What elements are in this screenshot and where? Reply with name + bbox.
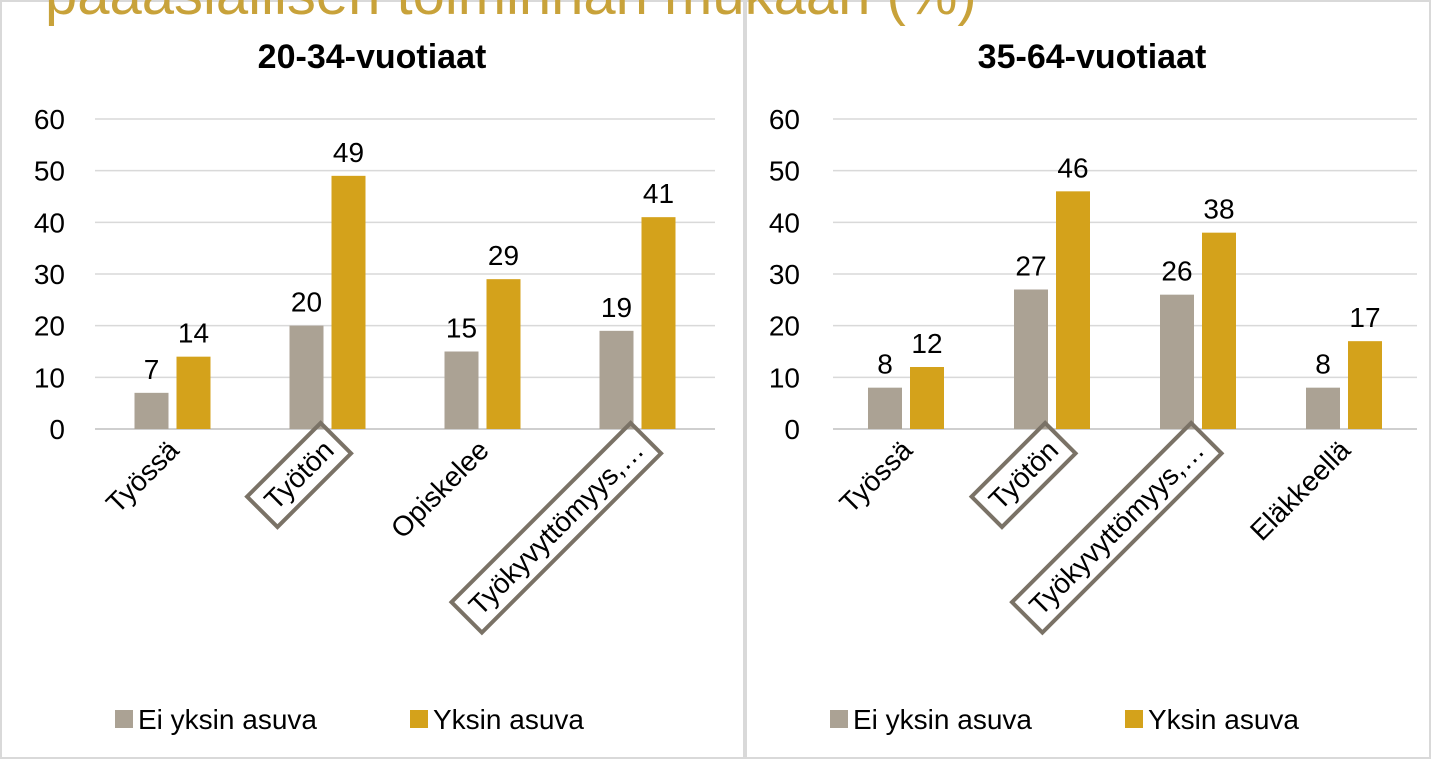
- y-tick-label: 20: [769, 311, 800, 342]
- bar: [1160, 294, 1194, 429]
- data-label: 49: [333, 137, 364, 168]
- data-label: 8: [877, 349, 893, 380]
- y-tick-label: 20: [34, 311, 65, 342]
- bar: [331, 175, 366, 429]
- legend-swatch: [410, 710, 428, 728]
- data-label: 7: [144, 354, 160, 385]
- bar: [1014, 289, 1048, 429]
- y-tick-label: 50: [34, 156, 65, 187]
- data-label: 17: [1349, 302, 1380, 333]
- y-tick-label: 30: [769, 259, 800, 290]
- y-tick-label: 60: [769, 104, 800, 135]
- data-label: 8: [1315, 349, 1331, 380]
- legend-swatch: [830, 710, 848, 728]
- data-label: 26: [1161, 256, 1192, 287]
- data-label: 27: [1015, 251, 1046, 282]
- data-label: 38: [1203, 194, 1234, 225]
- bar: [1202, 232, 1236, 429]
- bar: [1306, 387, 1340, 429]
- bar: [289, 325, 324, 429]
- legend-swatch: [115, 710, 133, 728]
- y-tick-label: 40: [34, 207, 65, 238]
- data-label: 12: [911, 328, 942, 359]
- bar: [486, 279, 521, 429]
- y-tick-label: 50: [769, 156, 800, 187]
- page-heading: pääasiallisen toiminnan mukaan (%): [45, 0, 977, 27]
- label-highlight: [448, 420, 664, 636]
- data-label: 20: [291, 287, 322, 318]
- chart-title: 35-64-vuotiaat: [978, 38, 1207, 76]
- y-tick-label: 10: [34, 362, 65, 393]
- data-label: 46: [1057, 152, 1088, 183]
- bar: [1056, 191, 1090, 429]
- bar: [599, 330, 634, 429]
- legend-label: Ei yksin asuva: [853, 704, 1032, 735]
- label-highlight: [1009, 420, 1225, 636]
- label-highlight: [968, 420, 1079, 530]
- y-tick-label: 10: [769, 362, 800, 393]
- bar: [868, 387, 902, 429]
- y-tick-label: 0: [784, 414, 800, 445]
- y-tick-label: 30: [34, 259, 65, 290]
- chart-title: 20-34-vuotiaat: [258, 38, 487, 76]
- data-label: 29: [488, 240, 519, 271]
- data-label: 41: [643, 178, 674, 209]
- bar: [176, 356, 211, 429]
- legend-label: Yksin asuva: [1148, 704, 1299, 735]
- y-tick-label: 0: [49, 414, 65, 445]
- legend-swatch: [1125, 710, 1143, 728]
- bar: [444, 351, 479, 429]
- data-label: 14: [178, 318, 209, 349]
- bar: [1348, 341, 1382, 429]
- legend-label: Yksin asuva: [433, 704, 584, 735]
- y-tick-label: 40: [769, 207, 800, 238]
- data-label: 15: [446, 313, 477, 344]
- bar: [134, 392, 169, 429]
- legend-label: Ei yksin asuva: [138, 704, 317, 735]
- bar: [910, 367, 944, 429]
- data-label: 19: [601, 292, 632, 323]
- label-highlight: [244, 420, 354, 530]
- bar: [641, 217, 676, 429]
- y-tick-label: 60: [34, 104, 65, 135]
